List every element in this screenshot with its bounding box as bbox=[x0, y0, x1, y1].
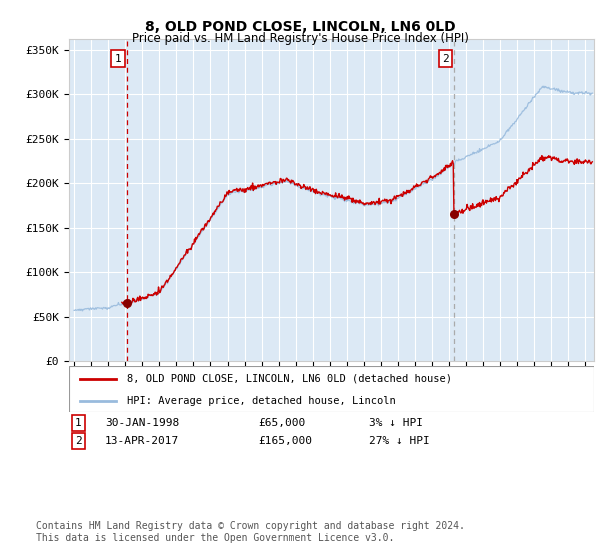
Text: 8, OLD POND CLOSE, LINCOLN, LN6 0LD: 8, OLD POND CLOSE, LINCOLN, LN6 0LD bbox=[145, 20, 455, 34]
FancyBboxPatch shape bbox=[69, 366, 594, 412]
Text: £65,000: £65,000 bbox=[258, 418, 305, 428]
Text: 13-APR-2017: 13-APR-2017 bbox=[105, 436, 179, 446]
Text: 1: 1 bbox=[115, 54, 121, 64]
Text: 2: 2 bbox=[75, 436, 82, 446]
Text: 30-JAN-1998: 30-JAN-1998 bbox=[105, 418, 179, 428]
Text: 3% ↓ HPI: 3% ↓ HPI bbox=[369, 418, 423, 428]
Text: 27% ↓ HPI: 27% ↓ HPI bbox=[369, 436, 430, 446]
Text: 8, OLD POND CLOSE, LINCOLN, LN6 0LD (detached house): 8, OLD POND CLOSE, LINCOLN, LN6 0LD (det… bbox=[127, 374, 452, 384]
Text: 2: 2 bbox=[442, 54, 449, 64]
Text: Contains HM Land Registry data © Crown copyright and database right 2024.: Contains HM Land Registry data © Crown c… bbox=[36, 521, 465, 531]
Text: Price paid vs. HM Land Registry's House Price Index (HPI): Price paid vs. HM Land Registry's House … bbox=[131, 32, 469, 45]
Text: 1: 1 bbox=[75, 418, 82, 428]
Text: HPI: Average price, detached house, Lincoln: HPI: Average price, detached house, Linc… bbox=[127, 396, 395, 407]
Text: £165,000: £165,000 bbox=[258, 436, 312, 446]
Text: This data is licensed under the Open Government Licence v3.0.: This data is licensed under the Open Gov… bbox=[36, 533, 394, 543]
